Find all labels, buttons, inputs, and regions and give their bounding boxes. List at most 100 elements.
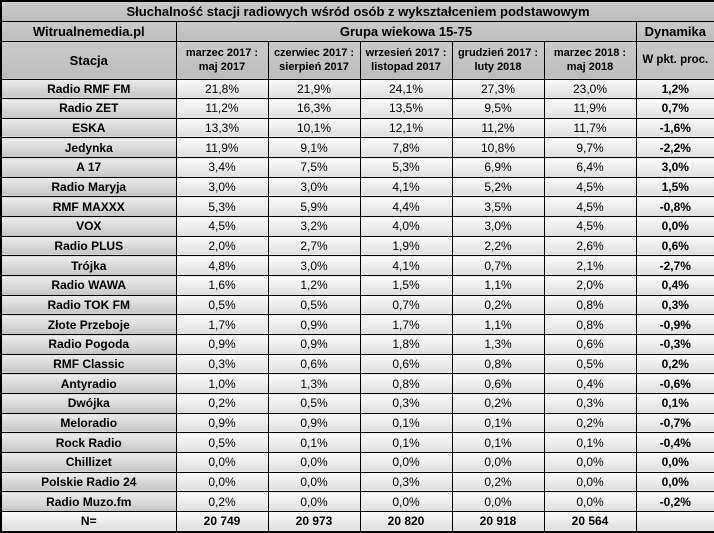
value-cell: 1,1% [451,275,545,296]
value-cell: 11,2% [175,98,269,119]
value-cell: 1,7% [359,314,453,336]
value-cell: 23,0% [543,78,637,100]
value-cell: 0,1% [359,412,453,434]
value-cell: 0,5% [267,393,361,414]
table-row: A 17 3,4% 7,5% 5,3% 6,9% 6,4% 3,0% [0,157,714,178]
value-cell: 0,1% [451,432,545,453]
value-cell: 0,0% [543,451,637,473]
value-cell: 0,8% [543,314,637,336]
dynamics-value-cell: -0,9% [635,314,714,336]
dynamics-value-cell: 0,4% [635,275,714,296]
sample-size-cell: 20 564 [543,510,637,533]
value-cell: 27,3% [451,78,545,100]
value-cell: 0,0% [543,471,637,493]
value-cell: 1,9% [359,235,453,257]
dynamics-value-cell: -0,3% [635,334,714,355]
value-cell: 9,5% [451,98,545,119]
value-cell: 0,0% [175,471,269,493]
value-cell: 0,5% [543,353,637,375]
value-cell: 2,7% [267,235,361,257]
value-cell: 0,0% [267,451,361,473]
dynamics-value-cell: 1,2% [635,78,714,100]
value-cell: 0,2% [451,294,545,316]
value-cell: 1,3% [451,334,545,355]
dynamics-value-cell: 0,0% [635,471,714,493]
station-cell: Antyradio [0,373,177,394]
table-row: Polskie Radio 24 0,0% 0,0% 0,3% 0,2% 0,0% 0,0% [0,471,714,493]
age-group-label: Grupa wiekowa 15-75 [175,20,637,42]
table-row: VOX 4,5% 3,2% 4,0% 3,0% 4,5% 0,0% [0,216,714,237]
value-cell: 16,3% [267,98,361,119]
table-header: Słuchalność stacji radiowych wśród osób … [0,0,714,80]
station-cell: Radio Maryja [0,176,177,198]
value-cell: 13,5% [359,98,453,119]
dynamics-value-cell: -0,7% [635,412,714,434]
sample-size-dynamics-cell [635,510,714,533]
station-cell: Radio RMF FM [0,78,177,100]
value-cell: 0,0% [267,471,361,493]
dynamics-value-cell: 0,0% [635,216,714,237]
station-cell: RMF MAXXX [0,196,177,218]
value-cell: 0,2% [175,393,269,414]
station-cell: A 17 [0,157,177,178]
value-cell: 0,3% [175,353,269,375]
value-cell: 0,0% [267,491,361,512]
value-cell: 0,1% [451,412,545,434]
columns-header-row: Stacja marzec 2017 : maj 2017 czerwiec 2… [0,40,714,80]
value-cell: 0,1% [359,432,453,453]
value-cell: 12,1% [359,117,453,139]
value-cell: 0,0% [359,451,453,473]
value-cell: 0,5% [175,432,269,453]
table-row: Trójka 4,8% 3,0% 4,1% 0,7% 2,1% -2,7% [0,255,714,277]
dynamics-value-cell: 3,0% [635,157,714,178]
sample-size-cell: 20 820 [359,510,453,533]
dynamics-value-cell: 1,5% [635,176,714,198]
table-row: Antyradio 1,0% 1,3% 0,8% 0,6% 0,4% -0,6% [0,373,714,394]
value-cell: 9,1% [267,137,361,159]
value-cell: 0,9% [267,314,361,336]
dynamics-label: Dynamika [635,20,714,42]
station-column-header: Stacja [0,40,177,80]
value-cell: 0,7% [451,255,545,277]
value-cell: 0,6% [267,353,361,375]
table-row: Rock Radio 0,5% 0,1% 0,1% 0,1% 0,1% -0,4% [0,432,714,453]
value-cell: 21,9% [267,78,361,100]
value-cell: 0,6% [359,353,453,375]
value-cell: 0,2% [451,471,545,493]
dynamics-value-cell: -2,7% [635,255,714,277]
value-cell: 0,7% [359,294,453,316]
value-cell: 4,1% [359,176,453,198]
table-row: Meloradio 0,9% 0,9% 0,1% 0,1% 0,2% -0,7% [0,412,714,434]
value-cell: 0,3% [543,393,637,414]
value-cell: 0,0% [543,491,637,512]
value-cell: 0,0% [451,451,545,473]
value-cell: 4,5% [543,196,637,218]
value-cell: 3,0% [175,176,269,198]
value-cell: 1,0% [175,373,269,394]
value-cell: 0,5% [175,294,269,316]
station-cell: Radio Muzo.fm [0,491,177,512]
value-cell: 2,2% [451,235,545,257]
value-cell: 5,2% [451,176,545,198]
station-cell: Jedynka [0,137,177,159]
period-column-header: grudzień 2017 : luty 2018 [451,40,545,80]
table-row: Radio PLUS 2,0% 2,7% 1,9% 2,2% 2,6% 0,6% [0,235,714,257]
station-cell: Polskie Radio 24 [0,471,177,493]
value-cell: 0,9% [267,334,361,355]
value-cell: 0,8% [359,373,453,394]
dynamics-value-cell: -1,6% [635,117,714,139]
value-cell: 13,3% [175,117,269,139]
value-cell: 11,7% [543,117,637,139]
station-cell: RMF Classic [0,353,177,375]
value-cell: 0,2% [175,491,269,512]
station-cell: VOX [0,216,177,237]
value-cell: 1,6% [175,275,269,296]
value-cell: 0,0% [359,491,453,512]
station-cell: ESKA [0,117,177,139]
table-row: Radio Pogoda 0,9% 0,9% 1,8% 1,3% 0,6% -0,3% [0,334,714,355]
dynamics-value-cell: 0,2% [635,353,714,375]
table-row: ESKA 13,3% 10,1% 12,1% 11,2% 11,7% -1,6% [0,117,714,139]
table-row: Złote Przeboje 1,7% 0,9% 1,7% 1,1% 0,8% -0,9% [0,314,714,336]
